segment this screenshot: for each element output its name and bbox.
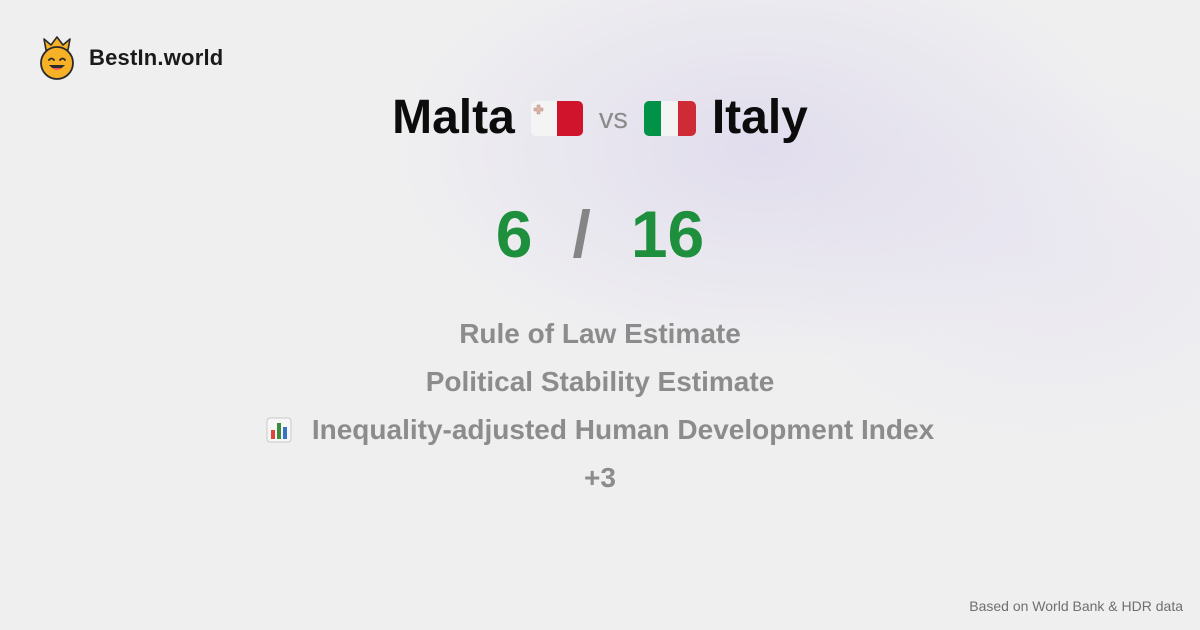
- bar-chart-icon: [266, 417, 292, 443]
- vs-label: vs: [598, 102, 628, 135]
- right-country-name: Italy: [711, 90, 808, 144]
- italy-flag-icon: [643, 100, 696, 136]
- more-metrics-count: +3: [0, 454, 1200, 502]
- metric-label: Political Stability Estimate: [425, 366, 775, 397]
- score: 6 / 16: [0, 192, 1200, 276]
- metric-label: Rule of Law Estimate: [459, 318, 741, 349]
- metric-label: Inequality-adjusted Human Development In…: [311, 414, 935, 445]
- brand[interactable]: BestIn.world: [38, 36, 223, 80]
- data-source-note: Based on World Bank & HDR data: [969, 598, 1183, 614]
- metric-list: Rule of Law Estimate Political Stability…: [0, 310, 1200, 502]
- brand-name: BestIn.world: [89, 45, 224, 70]
- right-score: 16: [630, 197, 705, 271]
- metric-label: +3: [584, 462, 616, 493]
- crowned-smiley-icon: [40, 36, 74, 80]
- metric-item: Inequality-adjusted Human Development In…: [0, 406, 1200, 454]
- metric-item: Political Stability Estimate: [0, 358, 1200, 406]
- left-country-name: Malta: [392, 90, 515, 144]
- comparison-title: Malta vs Italy: [0, 84, 1200, 150]
- left-score: 6: [495, 197, 533, 271]
- score-separator: /: [572, 197, 591, 271]
- metric-item: Rule of Law Estimate: [0, 310, 1200, 358]
- malta-flag-icon: [530, 100, 583, 136]
